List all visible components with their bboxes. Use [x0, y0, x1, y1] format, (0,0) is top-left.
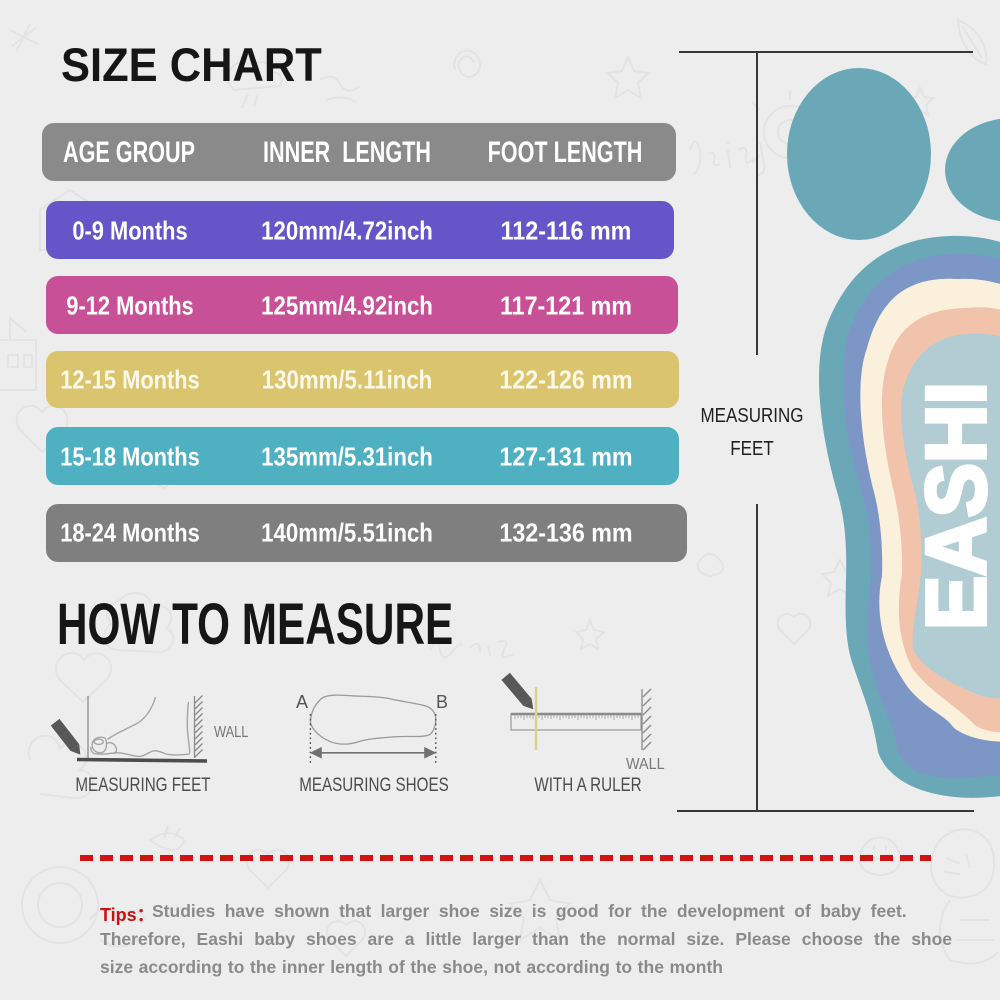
- svg-text:EASHI: EASHI: [909, 382, 1000, 630]
